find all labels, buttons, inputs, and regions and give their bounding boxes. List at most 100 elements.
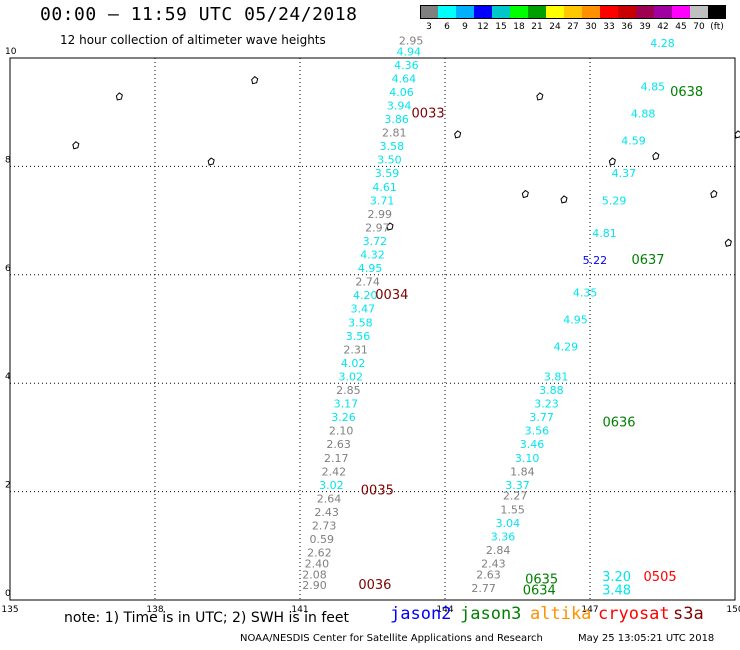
legend-altika: altika bbox=[530, 604, 592, 624]
scale-swatch bbox=[672, 5, 690, 19]
island-outline bbox=[72, 141, 80, 150]
page-subtitle: 12 hour collection of altimeter wave hei… bbox=[60, 33, 326, 47]
page-title: 00:00 – 11:59 UTC 05/24/2018 bbox=[40, 4, 358, 25]
wave-height-label: 2.63 bbox=[326, 438, 351, 451]
wave-height-label: 4.95 bbox=[358, 262, 383, 275]
wave-height-label: 2.64 bbox=[317, 492, 342, 505]
island-outline bbox=[521, 189, 529, 199]
footer-timestamp: May 25 13:05:21 UTC 2018 bbox=[578, 633, 715, 644]
scale-swatch bbox=[456, 5, 474, 19]
wave-height-label: 4.06 bbox=[389, 86, 414, 99]
x-tick-label: 138 bbox=[146, 605, 163, 615]
wave-height-label: 2.27 bbox=[503, 490, 528, 503]
wave-height-label: 2.74 bbox=[355, 276, 380, 289]
island-outline bbox=[115, 92, 123, 101]
scale-swatch bbox=[600, 5, 618, 19]
island-outline bbox=[207, 157, 215, 166]
wave-height-label: 2.31 bbox=[343, 343, 368, 356]
wave-height-label: 5.22 bbox=[583, 254, 608, 267]
wave-height-label: 3.26 bbox=[331, 411, 356, 424]
legend-cryosat: cryosat bbox=[598, 604, 670, 624]
wave-height-label: 3.10 bbox=[515, 452, 540, 465]
island-outline bbox=[386, 222, 394, 231]
wave-height-label: 4.61 bbox=[372, 181, 397, 194]
x-tick-label: 147 bbox=[581, 605, 598, 615]
wave-height-label: 3.88 bbox=[539, 384, 564, 397]
wave-height-label: 2.10 bbox=[329, 425, 354, 438]
wave-height-label: 3.56 bbox=[346, 330, 371, 343]
wave-height-label: 3.02 bbox=[339, 370, 364, 383]
track-time-label: 0635 bbox=[525, 573, 558, 588]
wave-height-label: 2.77 bbox=[471, 582, 496, 595]
island-outline bbox=[734, 130, 740, 139]
x-tick-label: 135 bbox=[1, 605, 18, 615]
scale-label: 70 bbox=[693, 22, 705, 32]
y-tick-label: 10 bbox=[5, 47, 17, 57]
wave-height-label: 2.43 bbox=[481, 557, 506, 570]
wave-height-label: 0.59 bbox=[310, 533, 335, 546]
wave-height-label: 4.94 bbox=[397, 45, 422, 58]
scale-swatch bbox=[708, 5, 726, 19]
island-outline bbox=[454, 130, 462, 139]
island-outline bbox=[251, 76, 259, 85]
wave-height-label: 4.28 bbox=[650, 37, 675, 50]
wave-height-label: 3.04 bbox=[496, 517, 521, 530]
wave-height-label: 4.81 bbox=[592, 227, 617, 240]
wave-height-label: 4.85 bbox=[641, 81, 666, 94]
scale-label: 3 bbox=[426, 22, 432, 32]
legend-s3a: s3a bbox=[673, 604, 704, 624]
wave-height-label: 1.55 bbox=[500, 503, 525, 516]
scale-label: 27 bbox=[567, 22, 579, 32]
wave-height-label: 3.46 bbox=[520, 438, 545, 451]
wave-height-label: 4.88 bbox=[631, 108, 656, 121]
scale-swatch bbox=[582, 5, 600, 19]
scale-label: 30 bbox=[585, 22, 597, 32]
wave-height-label: 2.43 bbox=[314, 506, 339, 519]
wave-height-label: 4.64 bbox=[392, 72, 417, 85]
island-outline bbox=[536, 92, 544, 101]
wave-height-label: 4.29 bbox=[554, 341, 579, 354]
wave-height-label: 2.81 bbox=[382, 127, 407, 140]
scale-swatch bbox=[654, 5, 672, 19]
wave-height-label: 4.59 bbox=[621, 135, 646, 148]
wave-height-label: 2.62 bbox=[307, 547, 332, 560]
wave-height-label: 3.02 bbox=[319, 479, 344, 492]
wave-height-label: 4.20 bbox=[353, 289, 378, 302]
wave-height-label: 2.63 bbox=[476, 568, 501, 581]
track-time-label: 0036 bbox=[358, 578, 391, 593]
wave-height-label: 4.37 bbox=[612, 167, 637, 180]
scale-swatch bbox=[438, 5, 456, 19]
wave-height-label: 3.37 bbox=[505, 479, 530, 492]
wave-height-label: 3.50 bbox=[377, 154, 402, 167]
scale-swatch bbox=[618, 5, 636, 19]
wave-height-label: 4.35 bbox=[573, 286, 598, 299]
track-time-label: 0034 bbox=[375, 288, 408, 303]
y-tick-label: 8 bbox=[5, 155, 11, 165]
wave-height-label: 5.29 bbox=[602, 194, 627, 207]
scale-label: 15 bbox=[495, 22, 507, 32]
y-tick-label: 2 bbox=[5, 481, 11, 491]
wave-height-label: 3.81 bbox=[544, 370, 569, 383]
wave-height-label: 2.08 bbox=[302, 568, 327, 581]
wave-height-label: 3.17 bbox=[334, 398, 359, 411]
plot-frame bbox=[9, 57, 736, 601]
scale-label: 6 bbox=[444, 22, 450, 32]
wave-height-label: 3.72 bbox=[363, 235, 388, 248]
scale-label: 36 bbox=[621, 22, 633, 32]
wave-height-label: 2.95 bbox=[399, 34, 424, 47]
scale-swatch bbox=[420, 5, 438, 19]
island-outline bbox=[560, 195, 568, 204]
wave-height-label: 3.94 bbox=[387, 99, 412, 112]
track-time-label: 0637 bbox=[631, 253, 664, 268]
wave-height-label: 3.58 bbox=[348, 316, 373, 329]
wave-height-label: 1.84 bbox=[510, 465, 535, 478]
track-time-label: 0636 bbox=[602, 416, 635, 431]
island-outline bbox=[608, 157, 616, 166]
wave-height-label: 3.58 bbox=[380, 140, 405, 153]
wave-height-label: 2.17 bbox=[324, 452, 349, 465]
track-time-label: 0035 bbox=[361, 483, 394, 498]
y-tick-label: 0 bbox=[5, 589, 11, 599]
scale-swatch bbox=[492, 5, 510, 19]
scale-swatch bbox=[528, 5, 546, 19]
note-text: note: 1) Time is in UTC; 2) SWH is in fe… bbox=[64, 610, 350, 626]
